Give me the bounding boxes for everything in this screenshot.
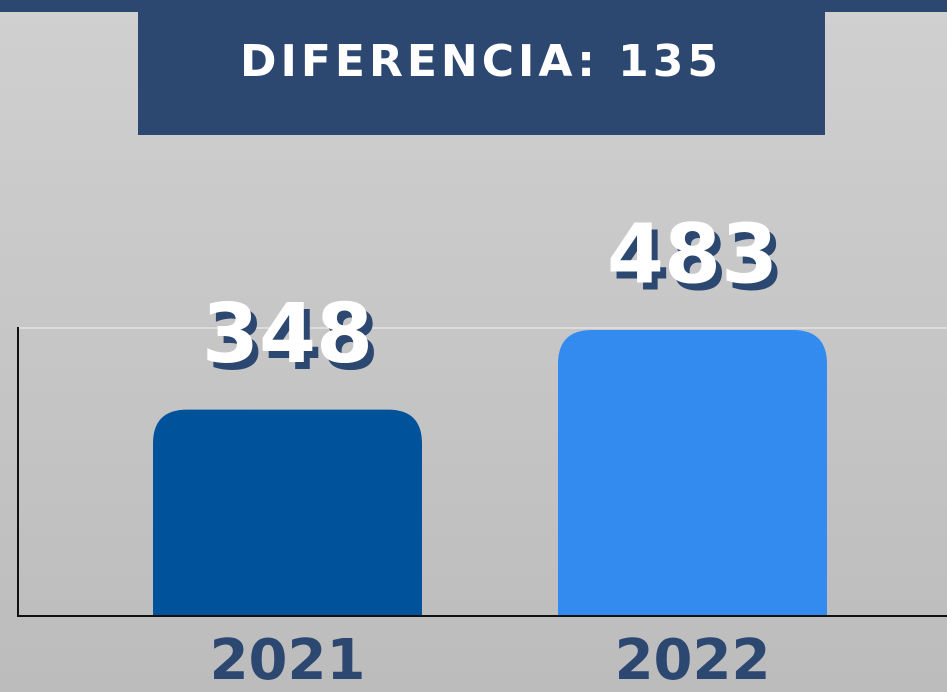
bar: [558, 330, 827, 615]
x-tick-label: 2022: [615, 628, 771, 692]
data-label: 348: [202, 287, 373, 382]
data-label: 483: [607, 207, 778, 302]
title-box: [138, 0, 825, 135]
bar: [153, 409, 422, 615]
data-label-shadow: 483: [613, 214, 784, 309]
x-tick-label: 2021: [210, 628, 366, 692]
chart-title: DIFERENCIA: 135: [240, 36, 722, 87]
data-label-shadow: 348: [208, 294, 379, 389]
